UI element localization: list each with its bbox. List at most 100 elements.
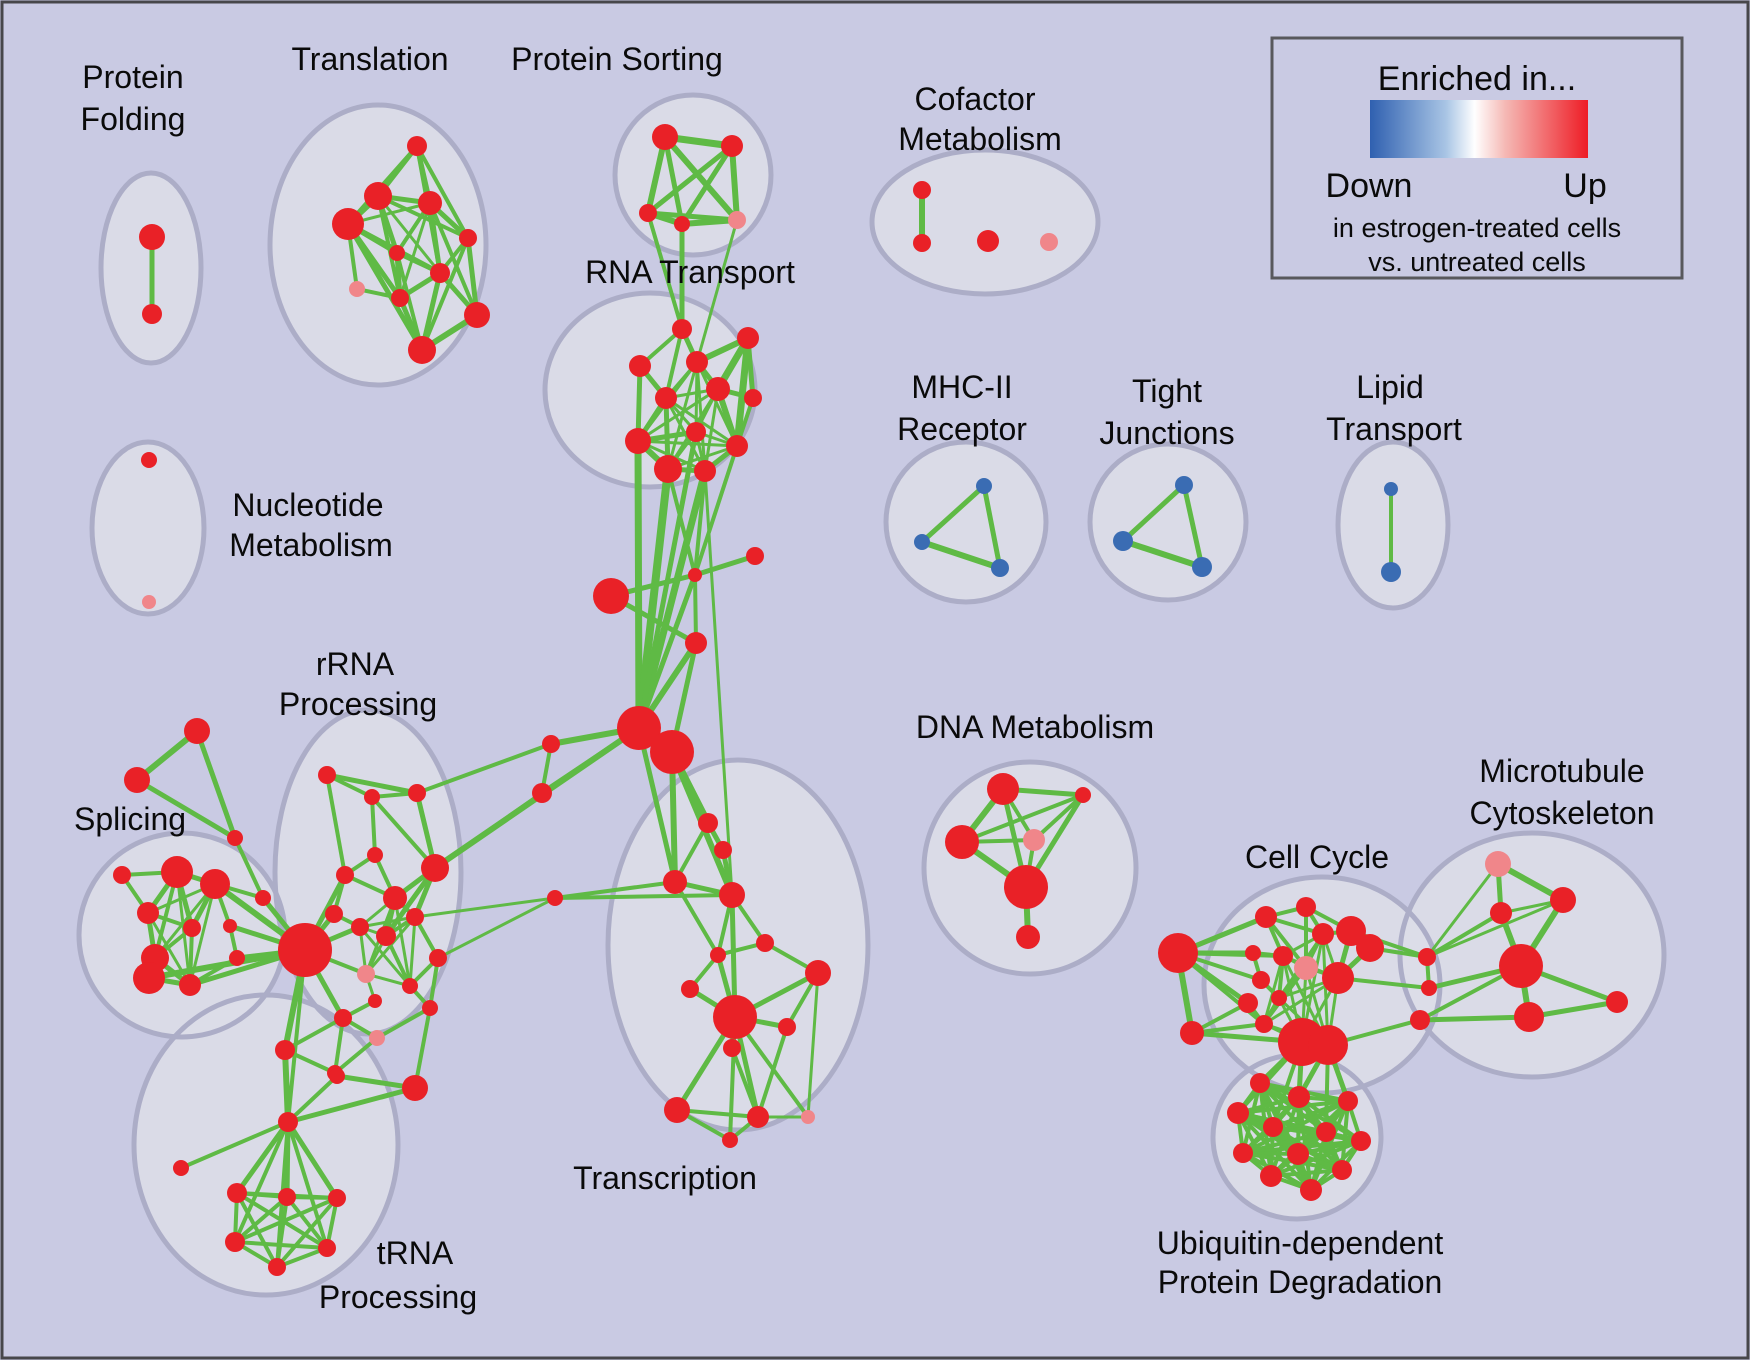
- edge-C1-HUB2A: [636, 572, 698, 731]
- edge-R8-R13: [358, 925, 412, 988]
- node-T4: [418, 191, 442, 215]
- edge-TN4-TN7: [285, 1195, 329, 1250]
- node-X14: [801, 1110, 815, 1124]
- node-D3: [945, 825, 979, 859]
- node-CC15: [1255, 1015, 1273, 1033]
- node-H1: [278, 923, 332, 977]
- cluster-lipid-transport-label-0: Lipid: [1356, 369, 1424, 405]
- edge-C7-X4: [553, 893, 734, 900]
- node-TN5: [328, 1189, 346, 1207]
- node-RT1: [672, 319, 692, 339]
- node-TN6: [225, 1232, 245, 1252]
- node-X12: [664, 1097, 690, 1123]
- edge-T5-T11: [420, 236, 470, 352]
- edge-RT10-C1: [693, 444, 739, 577]
- edge-RT11-HUB2A: [635, 465, 672, 732]
- node-CM1: [913, 181, 931, 199]
- edge-M1-M2: [919, 483, 987, 545]
- edge-PS2-PS5: [729, 143, 740, 223]
- cluster-dna-metabolism-outline: [921, 759, 1139, 977]
- node-U6: [1316, 1122, 1336, 1142]
- node-layer: [113, 124, 1628, 1276]
- node-R8: [351, 918, 369, 936]
- edge-RT6-RT10: [664, 396, 739, 448]
- legend-gradient-bar: [1370, 100, 1588, 158]
- edge-TR1-TR3: [194, 728, 238, 841]
- cluster-protein-sorting-label-0: Protein Sorting: [511, 41, 723, 77]
- node-X9: [713, 995, 757, 1039]
- node-CC3: [1255, 906, 1277, 928]
- edge-PS2-PS3: [645, 143, 735, 216]
- node-S3: [137, 902, 159, 924]
- edge-D2-D4: [1032, 793, 1085, 842]
- edge-TJ1-TJ2: [1120, 482, 1187, 544]
- edge-R2-R5: [370, 795, 437, 870]
- edge-TR3-TR4: [233, 836, 265, 900]
- edge-TN1-TN3: [234, 1119, 291, 1196]
- node-X1: [698, 813, 718, 833]
- edge-TN4-TN6: [233, 1195, 289, 1244]
- cluster-rrna-processing-label-0: rRNA: [316, 646, 395, 682]
- cluster-trna-processing-outline: [131, 992, 401, 1298]
- edge-R2-R20: [370, 795, 377, 857]
- node-S9: [179, 974, 201, 996]
- node-M1: [976, 478, 992, 494]
- node-M3: [991, 559, 1009, 577]
- node-CC13: [1271, 990, 1287, 1006]
- edge-TN9-TN10: [334, 1073, 418, 1091]
- node-CM2: [913, 234, 931, 252]
- node-R15: [422, 1000, 438, 1016]
- cluster-ubiquitin-degradation-label-1: Protein Degradation: [1158, 1264, 1443, 1300]
- edge-TR2-TR3: [134, 777, 238, 841]
- cluster-cofactor-metabolism-outline: [869, 147, 1101, 297]
- edge-C7-X3: [553, 880, 677, 900]
- node-HUB2A: [617, 706, 661, 750]
- node-RT10: [726, 435, 748, 457]
- cluster-rna-transport-label-0: RNA Transport: [585, 254, 795, 290]
- node-X4: [719, 882, 745, 908]
- node-LT2: [1381, 562, 1401, 582]
- cluster-outline-layer: [76, 92, 1667, 1298]
- node-MT3: [1490, 902, 1512, 924]
- node-RT8: [625, 428, 651, 454]
- cluster-transcription-label-0: Transcription: [573, 1160, 757, 1196]
- node-CC1: [1158, 933, 1198, 973]
- node-R4: [336, 866, 354, 884]
- edge-X10-X13: [756, 1025, 789, 1119]
- cluster-mhc-ii-receptor-label-0: MHC-II: [911, 369, 1012, 405]
- node-U5: [1263, 1117, 1283, 1137]
- node-X15: [722, 1132, 738, 1148]
- node-TR1: [184, 718, 210, 744]
- node-R2: [364, 789, 380, 805]
- node-X7: [805, 960, 831, 986]
- cluster-cofactor-metabolism-label-0: Cofactor: [915, 81, 1036, 117]
- legend-down-label: Down: [1326, 167, 1413, 205]
- cluster-microtubule-cytoskeleton-label-0: Microtubule: [1479, 753, 1644, 789]
- node-RT12: [694, 460, 716, 482]
- node-CC20: [1410, 1010, 1430, 1030]
- node-TN4: [278, 1188, 296, 1206]
- node-X6: [710, 947, 726, 963]
- node-T1: [407, 136, 427, 156]
- node-PS3: [639, 204, 657, 222]
- legend-title: Enriched in...: [1378, 60, 1576, 98]
- node-R6: [383, 886, 407, 910]
- edge-C1-C4: [693, 573, 698, 645]
- node-CC8: [1245, 945, 1261, 961]
- node-R16: [334, 1009, 352, 1027]
- cluster-nucleotide-metabolism-area: [92, 442, 204, 614]
- cluster-rrna-processing-label-1: Processing: [279, 686, 437, 722]
- node-TJ3: [1192, 557, 1212, 577]
- edge-TN5-TN6: [233, 1196, 339, 1244]
- node-D1: [987, 773, 1019, 805]
- edge-RT12-HUB2A: [635, 467, 709, 732]
- node-X11: [723, 1039, 741, 1057]
- cluster-lipid-transport-label-1: Transport: [1326, 411, 1462, 447]
- edge-TN2-TN1: [179, 1120, 290, 1170]
- cluster-mhc-ii-receptor-outline: [883, 439, 1049, 605]
- node-X13: [747, 1106, 769, 1128]
- node-CC19: [1421, 980, 1437, 996]
- cluster-translation-outline: [267, 102, 489, 388]
- node-X5: [756, 934, 774, 952]
